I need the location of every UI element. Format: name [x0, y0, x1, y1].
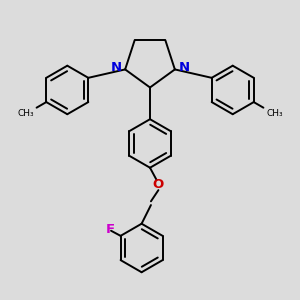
- Text: O: O: [153, 178, 164, 191]
- Text: F: F: [106, 223, 115, 236]
- Text: N: N: [110, 61, 122, 74]
- Text: N: N: [178, 61, 190, 74]
- Text: CH₃: CH₃: [266, 109, 283, 118]
- Text: CH₃: CH₃: [17, 109, 34, 118]
